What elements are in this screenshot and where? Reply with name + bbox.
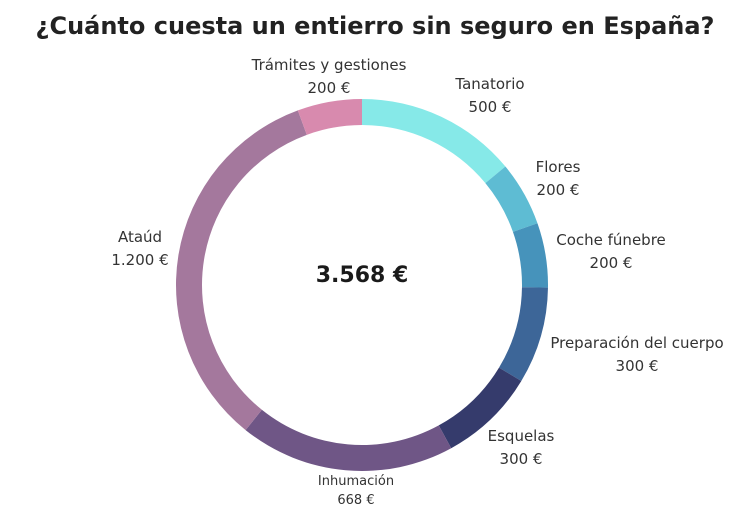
label-name: Trámites y gestiones xyxy=(251,56,407,74)
slice-label-coche-funebre: Coche fúnebre 200 € xyxy=(556,229,666,275)
label-name: Flores xyxy=(535,158,581,176)
slice-esquelas xyxy=(438,367,522,449)
label-value: 1.200 € xyxy=(111,251,169,269)
slice-label-esquelas: Esquelas 300 € xyxy=(488,425,555,471)
slice-label-tanatorio: Tanatorio 500 € xyxy=(455,73,524,119)
slice-trámites-y-gestiones xyxy=(297,99,362,135)
slice-inhumación xyxy=(245,409,452,471)
slice-label-inhumacion: Inhumación 668 € xyxy=(318,472,394,510)
label-value: 500 € xyxy=(468,98,512,116)
label-value: 200 € xyxy=(307,79,351,97)
chart-title: ¿Cuánto cuesta un entierro sin seguro en… xyxy=(35,12,715,40)
label-name: Esquelas xyxy=(487,427,555,445)
label-value: 300 € xyxy=(615,357,659,375)
label-value: 668 € xyxy=(337,493,375,508)
label-value: 200 € xyxy=(589,254,633,272)
label-name: Coche fúnebre xyxy=(556,231,666,249)
label-value: 200 € xyxy=(536,181,580,199)
label-name: Tanatorio xyxy=(455,75,525,93)
slice-ataúd xyxy=(175,110,307,431)
slice-coche-fúnebre xyxy=(512,223,549,288)
slice-preparación-del-cuerpo xyxy=(499,287,548,382)
slice-label-flores: Flores 200 € xyxy=(536,156,581,202)
slice-label-preparacion: Preparación del cuerpo 300 € xyxy=(550,332,723,378)
label-name: Ataúd xyxy=(117,228,163,246)
label-name: Preparación del cuerpo xyxy=(550,334,724,352)
slice-tanatorio xyxy=(362,99,506,184)
label-name: Inhumación xyxy=(317,474,395,489)
slice-flores xyxy=(485,166,538,232)
total-label: 3.568 € xyxy=(315,263,409,288)
slice-label-ataud: Ataúd 1.200 € xyxy=(111,226,168,272)
slice-label-tramites: Trámites y gestiones 200 € xyxy=(252,54,407,100)
label-value: 300 € xyxy=(499,450,543,468)
